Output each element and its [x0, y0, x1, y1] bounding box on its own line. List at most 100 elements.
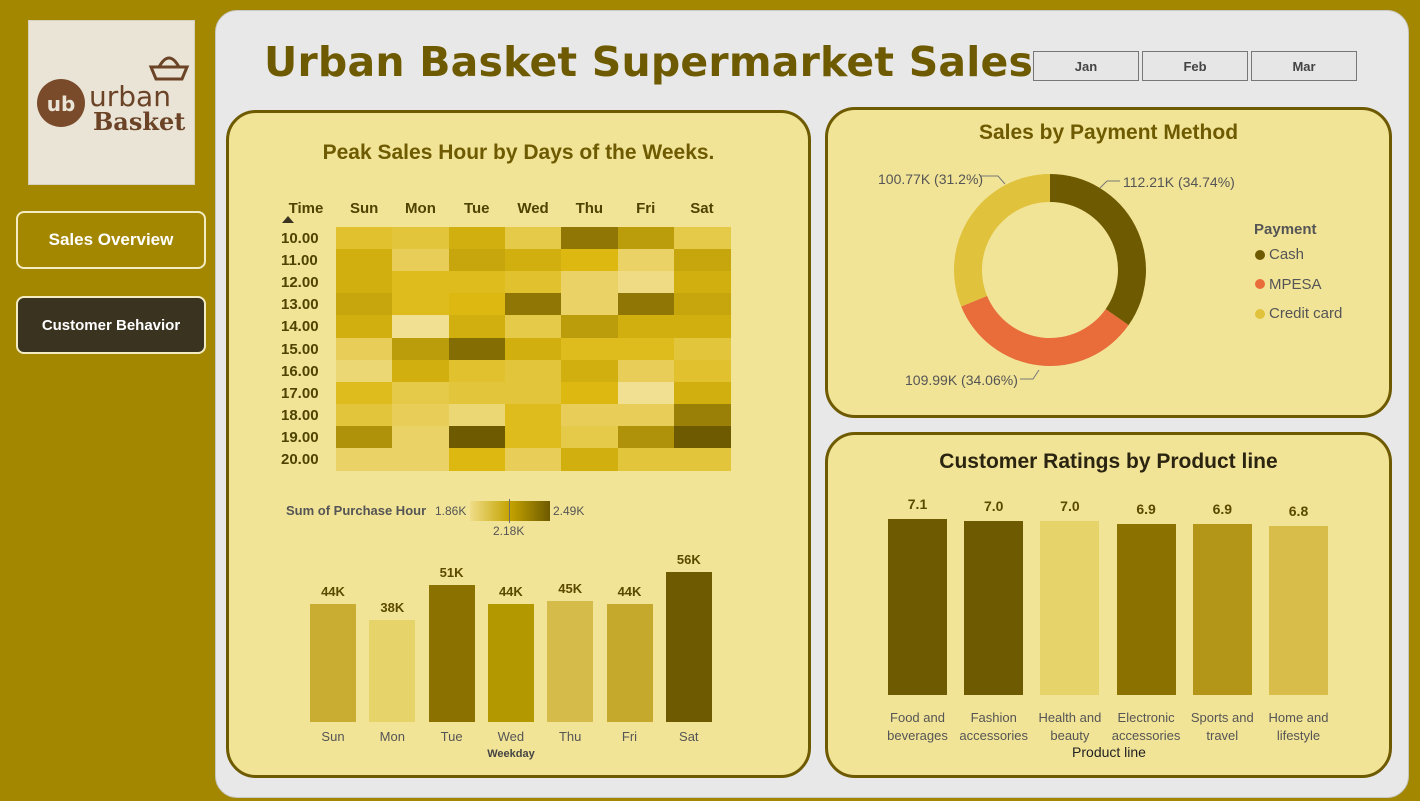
- rating-bar[interactable]: [1269, 526, 1328, 695]
- heatmap-cell[interactable]: [392, 293, 450, 316]
- heatmap-cell[interactable]: [673, 293, 731, 316]
- heatmap-cell[interactable]: [336, 359, 393, 383]
- heatmap-cell[interactable]: [448, 227, 506, 250]
- rating-bar[interactable]: [1116, 523, 1176, 695]
- payment-legend-item[interactable]: Cash: [1255, 246, 1304, 263]
- weekday-bar[interactable]: [547, 601, 594, 722]
- heatmap-cell[interactable]: [617, 425, 675, 449]
- heatmap-cell[interactable]: [392, 359, 450, 383]
- heatmap-cell[interactable]: [504, 403, 562, 427]
- heatmap-cell[interactable]: [504, 425, 562, 449]
- heatmap-cell[interactable]: [504, 249, 562, 272]
- heatmap-cell[interactable]: [448, 315, 506, 338]
- heatmap-cell[interactable]: [448, 337, 506, 361]
- donut-slice-credit-card[interactable]: [954, 174, 1050, 307]
- heatmap-cell[interactable]: [561, 271, 618, 294]
- heatmap-cell[interactable]: [448, 293, 506, 316]
- heatmap-cell[interactable]: [336, 403, 393, 427]
- month-filter-feb[interactable]: Feb: [1142, 51, 1248, 81]
- heatmap-cell[interactable]: [448, 271, 506, 294]
- heatmap-cell[interactable]: [336, 315, 393, 338]
- heatmap-cell[interactable]: [336, 249, 393, 272]
- heatmap-cell[interactable]: [617, 448, 675, 471]
- rating-bar[interactable]: [888, 519, 947, 695]
- heatmap-cell[interactable]: [448, 359, 506, 383]
- heatmap-cell[interactable]: [392, 425, 450, 449]
- nav-customer-behavior-button[interactable]: Customer Behavior: [16, 296, 206, 354]
- heatmap-cell[interactable]: [673, 359, 731, 383]
- heatmap-cell[interactable]: [336, 425, 393, 449]
- donut-slice-cash[interactable]: [1050, 174, 1146, 326]
- heatmap-cell[interactable]: [392, 249, 450, 272]
- heatmap-cell[interactable]: [617, 381, 675, 405]
- heatmap-cell[interactable]: [504, 227, 562, 250]
- heatmap-cell[interactable]: [561, 249, 618, 272]
- heatmap-cell[interactable]: [673, 448, 731, 471]
- rating-bar[interactable]: [1192, 523, 1252, 695]
- nav-sales-overview-button[interactable]: Sales Overview: [16, 211, 206, 269]
- heatmap-cell[interactable]: [448, 249, 506, 272]
- heatmap-cell[interactable]: [448, 381, 506, 405]
- heatmap-cell[interactable]: [617, 315, 675, 338]
- heatmap-cell[interactable]: [561, 425, 618, 449]
- weekday-bar[interactable]: [487, 604, 534, 722]
- heatmap-cell[interactable]: [336, 227, 393, 250]
- heatmap-cell[interactable]: [392, 227, 450, 250]
- sort-arrow-icon[interactable]: [282, 216, 294, 224]
- heatmap-cell[interactable]: [336, 293, 393, 316]
- weekday-bar[interactable]: [606, 604, 653, 722]
- heatmap-cell[interactable]: [561, 315, 618, 338]
- weekday-bar[interactable]: [369, 620, 416, 722]
- heatmap-cell[interactable]: [561, 448, 618, 471]
- heatmap-cell[interactable]: [673, 271, 731, 294]
- heatmap-cell[interactable]: [392, 381, 450, 405]
- heatmap-cell[interactable]: [617, 271, 675, 294]
- heatmap-cell[interactable]: [504, 271, 562, 294]
- heatmap-cell[interactable]: [673, 425, 731, 449]
- heatmap-cell[interactable]: [673, 403, 731, 427]
- heatmap-cell[interactable]: [617, 227, 675, 250]
- weekday-bar[interactable]: [428, 585, 475, 722]
- heatmap-cell[interactable]: [617, 249, 675, 272]
- month-filter-mar[interactable]: Mar: [1251, 51, 1357, 81]
- weekday-bar[interactable]: [665, 572, 712, 722]
- heatmap-cell[interactable]: [617, 337, 675, 361]
- heatmap-cell[interactable]: [673, 227, 731, 250]
- heatmap-cell[interactable]: [448, 448, 506, 471]
- heatmap-cell[interactable]: [561, 381, 618, 405]
- rating-bar[interactable]: [1040, 521, 1100, 695]
- heatmap-cell[interactable]: [617, 403, 675, 427]
- heatmap-cell[interactable]: [504, 337, 562, 361]
- rating-bar[interactable]: [964, 521, 1024, 695]
- heatmap-cell[interactable]: [336, 448, 393, 471]
- heatmap-cell[interactable]: [336, 381, 393, 405]
- weekday-bar[interactable]: [310, 604, 356, 722]
- heatmap-cell[interactable]: [673, 381, 731, 405]
- heatmap-cell[interactable]: [617, 293, 675, 316]
- heatmap-cell[interactable]: [617, 359, 675, 383]
- heatmap-cell[interactable]: [392, 271, 450, 294]
- heatmap-cell[interactable]: [392, 448, 450, 471]
- heatmap-cell[interactable]: [504, 315, 562, 338]
- heatmap-cell[interactable]: [504, 293, 562, 316]
- donut-slice-mpesa[interactable]: [961, 295, 1129, 367]
- heatmap-cell[interactable]: [561, 403, 618, 427]
- heatmap-cell[interactable]: [392, 337, 450, 361]
- heatmap-cell[interactable]: [504, 381, 562, 405]
- heatmap-cell[interactable]: [392, 403, 450, 427]
- heatmap-cell[interactable]: [392, 315, 450, 338]
- heatmap-cell[interactable]: [561, 293, 618, 316]
- heatmap-cell[interactable]: [561, 337, 618, 361]
- heatmap-cell[interactable]: [673, 249, 731, 272]
- heatmap-cell[interactable]: [561, 359, 618, 383]
- heatmap-cell[interactable]: [673, 315, 731, 338]
- heatmap-cell[interactable]: [448, 403, 506, 427]
- heatmap-cell[interactable]: [673, 337, 731, 361]
- heatmap-cell[interactable]: [448, 425, 506, 449]
- heatmap-cell[interactable]: [336, 337, 393, 361]
- heatmap-cell[interactable]: [504, 448, 562, 471]
- heatmap-cell[interactable]: [561, 227, 618, 250]
- month-filter-jan[interactable]: Jan: [1033, 51, 1139, 81]
- heatmap-cell[interactable]: [504, 359, 562, 383]
- payment-legend-item[interactable]: MPESA: [1255, 276, 1322, 293]
